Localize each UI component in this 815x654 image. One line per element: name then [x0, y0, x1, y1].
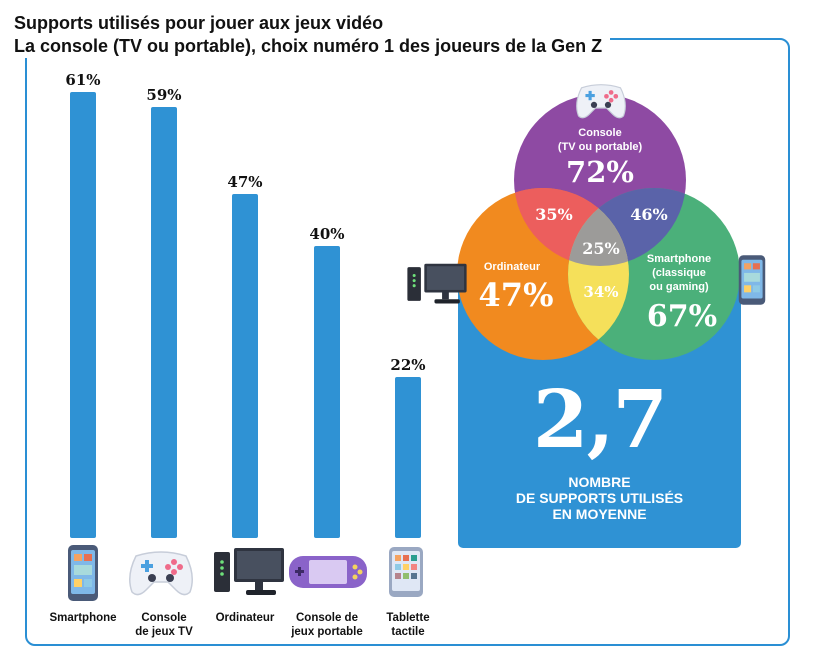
bar-2: [232, 194, 258, 538]
caption-line-1: NOMBRE: [568, 474, 631, 490]
category-label-1-line-0: Console: [141, 612, 187, 624]
category-label-3-line-0: Console de: [296, 612, 358, 624]
venn-overlap-all: [568, 188, 629, 266]
venn-overlap-label-all: 25%: [582, 239, 619, 258]
category-label-4: Tablette tactile: [363, 611, 453, 639]
category-label-1: Console de jeux TV: [119, 611, 209, 639]
bar-0: [70, 92, 96, 538]
venn-label-smartphone-0: Smartphone: [647, 253, 711, 265]
category-label-0-line-0: Smartphone: [49, 612, 117, 624]
venn-computer-icon: [407, 263, 467, 304]
category-label-2-line-0: Ordinateur: [215, 612, 275, 624]
caption-line-3: EN MOYENNE: [552, 506, 647, 522]
venn-value-smartphone: 67%: [647, 299, 717, 334]
venn-smartphone-icon: [738, 255, 766, 305]
venn-value-ordinateur: 47%: [479, 276, 554, 314]
gamepad-icon: [129, 551, 193, 596]
handheld-console-icon: [289, 556, 367, 588]
venn-overlap-label-ordinateur-smartphone: 34%: [583, 283, 618, 301]
venn-label-smartphone-1: (classique: [652, 267, 706, 279]
category-label-1-line-1: de jeux TV: [135, 626, 193, 638]
venn-overlap-label-console-ordinateur: 35%: [535, 205, 572, 224]
category-label-0: Smartphone: [38, 611, 128, 625]
chart-title-block: Supports utilisés pour jouer aux jeux vi…: [0, 0, 611, 58]
category-label-2: Ordinateur: [200, 611, 290, 625]
bar-value-label-2: 47%: [227, 173, 263, 192]
computer-icon: [214, 548, 284, 595]
category-label-3: Console de jeux portable: [282, 611, 372, 639]
venn-label-ordinateur-0: Ordinateur: [484, 261, 541, 273]
venn-label-smartphone-2: ou gaming): [649, 281, 709, 293]
average-supports-value: 2,7: [532, 372, 668, 466]
caption-line-2: DE SUPPORTS UTILISÉS: [515, 490, 684, 506]
bar-value-label-0: 61%: [65, 71, 101, 89]
category-label-4-line-1: tactile: [391, 626, 425, 638]
category-label-3-line-1: jeux portable: [291, 626, 363, 638]
venn-diagram: Console (TV ou portable) 72% Ordinateur 47% S…: [457, 94, 740, 360]
bar-value-label-3: 40%: [309, 224, 345, 243]
venn-overlap-all-group: [568, 188, 629, 266]
chart-title: Supports utilisés pour jouer aux jeux vi…: [14, 13, 384, 33]
venn-label-console-0: Console: [578, 127, 621, 139]
chart-subtitle: La console (TV ou portable), choix numér…: [14, 36, 603, 56]
bar-value-label-4: 22%: [390, 356, 426, 375]
category-label-4-line-0: Tablette: [386, 612, 430, 624]
venn-gamepad-icon: [576, 84, 626, 119]
venn-overlap-label-console-smartphone: 46%: [630, 205, 667, 224]
bar-4: [395, 377, 421, 538]
bar-3: [314, 245, 340, 538]
bar-1: [151, 106, 177, 538]
tablet-icon: [389, 547, 423, 597]
smartphone-icon: [68, 545, 98, 601]
average-supports-caption: NOMBRE DE SUPPORTS UTILISÉS EN MOYENNE: [458, 474, 741, 522]
venn-value-console: 72%: [566, 155, 634, 189]
bar-value-label-1: 59%: [146, 85, 182, 104]
venn-label-console-1: (TV ou portable): [558, 141, 643, 153]
